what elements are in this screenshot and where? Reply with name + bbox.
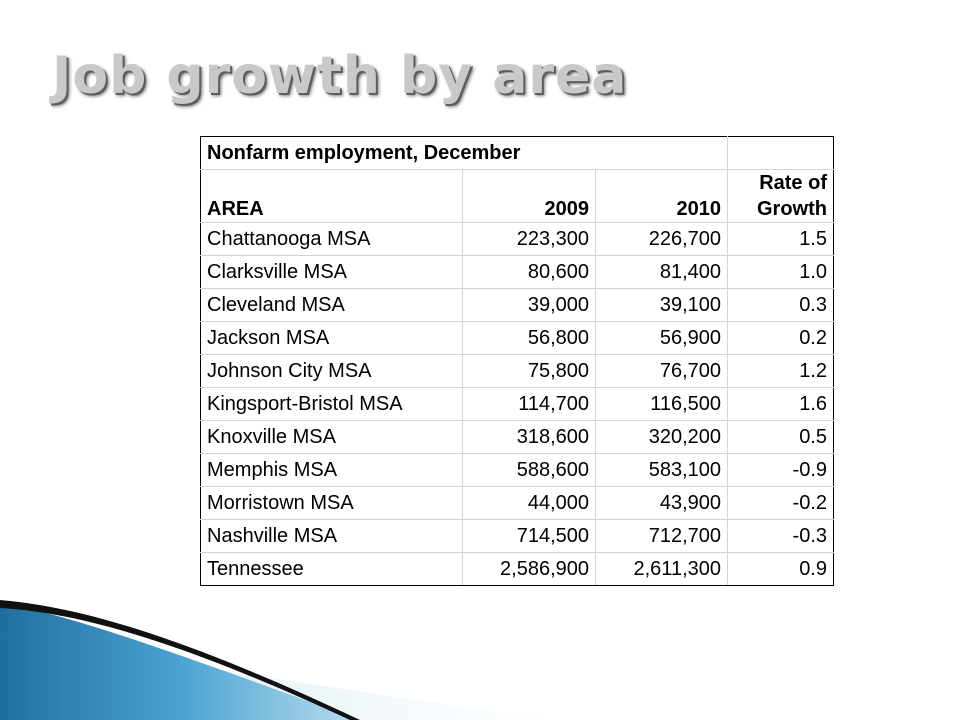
cell-2010: 81,400 xyxy=(595,255,728,289)
cell-rate: 0.3 xyxy=(727,288,834,322)
cell-2009: 44,000 xyxy=(462,486,596,520)
table-row: Cleveland MSA 39,000 39,100 0.3 xyxy=(200,288,834,322)
table-row: Morristown MSA 44,000 43,900 -0.2 xyxy=(200,486,834,520)
cell-area: Cleveland MSA xyxy=(200,288,463,322)
cell-area: Morristown MSA xyxy=(200,486,463,520)
slide-title: Job growth by area xyxy=(52,46,628,106)
cell-2010: 43,900 xyxy=(595,486,728,520)
cell-2009: 223,300 xyxy=(462,222,596,256)
cell-2009: 56,800 xyxy=(462,321,596,355)
cell-area: Clarksville MSA xyxy=(200,255,463,289)
header-2009: 2009 xyxy=(462,169,596,223)
header-rate-line1: Rate of xyxy=(759,172,827,194)
header-area: AREA xyxy=(200,169,463,223)
cell-2010: 2,611,300 xyxy=(595,552,728,586)
header-rate-line2: Growth xyxy=(757,198,827,220)
cell-rate: 0.5 xyxy=(727,420,834,454)
table-row: Johnson City MSA 75,800 76,700 1.2 xyxy=(200,354,834,388)
cell-rate: 0.2 xyxy=(727,321,834,355)
cell-area: Johnson City MSA xyxy=(200,354,463,388)
header-2010: 2010 xyxy=(595,169,728,223)
cell-2010: 712,700 xyxy=(595,519,728,553)
cell-2009: 39,000 xyxy=(462,288,596,322)
cell-area: Chattanooga MSA xyxy=(200,222,463,256)
cell-2010: 226,700 xyxy=(595,222,728,256)
cell-rate: -0.9 xyxy=(727,453,834,487)
cell-2009: 80,600 xyxy=(462,255,596,289)
cell-2009: 714,500 xyxy=(462,519,596,553)
table-row: Kingsport-Bristol MSA 114,700 116,500 1.6 xyxy=(200,387,834,421)
cell-2010: 116,500 xyxy=(595,387,728,421)
cell-rate: 0.9 xyxy=(727,552,834,586)
cell-area: Kingsport-Bristol MSA xyxy=(200,387,463,421)
cell-2010: 583,100 xyxy=(595,453,728,487)
cell-2010: 39,100 xyxy=(595,288,728,322)
table-row: Clarksville MSA 80,600 81,400 1.0 xyxy=(200,255,834,289)
cell-2010: 76,700 xyxy=(595,354,728,388)
cell-2010: 320,200 xyxy=(595,420,728,454)
cell-area: Memphis MSA xyxy=(200,453,463,487)
cell-2010: 56,900 xyxy=(595,321,728,355)
cell-2009: 75,800 xyxy=(462,354,596,388)
table-caption-empty-cell xyxy=(727,136,834,170)
cell-2009: 114,700 xyxy=(462,387,596,421)
table-header-row: AREA 2009 2010 Rate of Growth xyxy=(200,169,834,223)
cell-rate: -0.2 xyxy=(727,486,834,520)
table-row: Memphis MSA 588,600 583,100 -0.9 xyxy=(200,453,834,487)
cell-2009: 588,600 xyxy=(462,453,596,487)
cell-2009: 318,600 xyxy=(462,420,596,454)
table-row: Nashville MSA 714,500 712,700 -0.3 xyxy=(200,519,834,553)
table-caption: Nonfarm employment, December xyxy=(200,136,728,170)
employment-table: Nonfarm employment, December AREA 2009 2… xyxy=(200,136,834,586)
table-row: Jackson MSA 56,800 56,900 0.2 xyxy=(200,321,834,355)
table-caption-row: Nonfarm employment, December xyxy=(200,136,834,170)
cell-rate: -0.3 xyxy=(727,519,834,553)
cell-rate: 1.6 xyxy=(727,387,834,421)
cell-rate: 1.2 xyxy=(727,354,834,388)
table-row: Knoxville MSA 318,600 320,200 0.5 xyxy=(200,420,834,454)
header-rate-of-growth: Rate of Growth xyxy=(727,169,834,223)
cell-rate: 1.0 xyxy=(727,255,834,289)
cell-area: Tennessee xyxy=(200,552,463,586)
cell-2009: 2,586,900 xyxy=(462,552,596,586)
cell-area: Knoxville MSA xyxy=(200,420,463,454)
cell-area: Jackson MSA xyxy=(200,321,463,355)
table-row: Tennessee 2,586,900 2,611,300 0.9 xyxy=(200,552,834,586)
cell-area: Nashville MSA xyxy=(200,519,463,553)
table-row: Chattanooga MSA 223,300 226,700 1.5 xyxy=(200,222,834,256)
cell-rate: 1.5 xyxy=(727,222,834,256)
